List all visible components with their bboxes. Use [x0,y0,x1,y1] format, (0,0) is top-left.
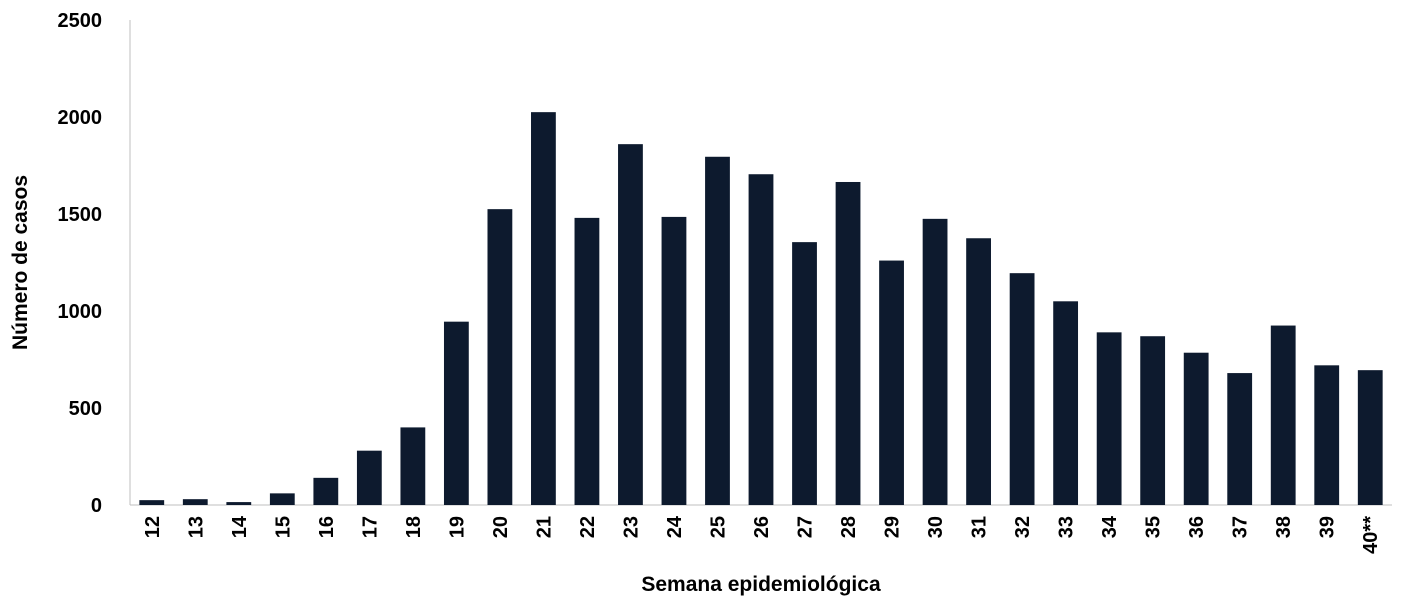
x-tick-label: 15 [272,516,294,538]
x-tick-label: 19 [446,516,468,538]
bar [269,493,295,505]
bar [1009,273,1035,505]
x-tick-label: 34 [1099,515,1121,538]
x-tick-label: 36 [1186,516,1208,538]
bar [966,238,991,505]
y-tick-labels: 0 500 1000 1500 2000 2500 [58,10,103,517]
bar [443,321,469,505]
x-tick-label: 37 [1230,516,1252,538]
x-tick-label: 26 [751,516,773,538]
bar [1270,325,1296,505]
x-tick-label: 25 [707,516,729,538]
x-tick-label: 40** [1360,516,1382,554]
x-tick-label: 16 [316,516,338,538]
bar [139,500,165,505]
x-tick-label: 12 [142,516,164,538]
x-tick-label: 20 [490,516,512,538]
bars-group [139,112,1383,506]
x-tick-label: 31 [969,516,991,538]
bar [1227,373,1253,505]
x-axis-title: Semana epidemiológica [641,573,881,596]
x-tick-label: 14 [229,515,251,538]
bar [618,144,643,505]
bar [879,260,904,505]
x-tick-label: 35 [1143,516,1165,538]
y-tick-label: 2000 [58,107,103,129]
bar [1053,301,1079,505]
x-tick-label: 17 [359,516,381,538]
bar [792,242,817,505]
x-tick-labels: 12 13 14 15 16 17 18 19 20 21 22 23 24 25 26 27 28 29 30 31… [142,515,1382,554]
x-tick-label: 22 [577,516,599,538]
bar [574,217,600,505]
x-tick-label: 32 [1012,516,1034,538]
bar [922,218,948,505]
bar [487,209,513,505]
bar [835,181,861,506]
bar [661,216,687,505]
y-tick-label: 1500 [58,204,103,226]
x-tick-label: 27 [795,516,817,538]
bar [182,499,208,505]
x-tick-label: 21 [533,516,555,538]
bar [356,450,382,505]
y-tick-label: 1000 [58,301,103,323]
bar [705,156,730,505]
bar [226,502,252,505]
bar [748,174,774,506]
y-tick-label: 0 [91,495,102,517]
x-tick-label: 28 [838,516,860,538]
x-tick-label: 24 [664,515,686,538]
x-tick-label: 33 [1056,516,1078,538]
bar [1183,352,1209,505]
x-tick-label: 39 [1317,516,1339,538]
x-tick-label: 23 [620,516,642,538]
y-tick-label: 500 [69,398,102,420]
x-tick-label: 29 [882,516,904,538]
y-axis-title: Número de casos [9,175,32,350]
bar [1357,370,1383,505]
x-tick-label: 18 [403,516,425,538]
bar [1140,336,1166,505]
bar [1314,365,1340,505]
x-tick-label: 30 [925,516,947,538]
bar [1096,332,1122,505]
y-tick-label: 2500 [58,10,103,32]
bar [400,427,426,505]
x-tick-label: 38 [1273,516,1295,538]
bar [531,112,556,506]
x-tick-label: 13 [185,516,207,538]
bar [313,477,339,505]
